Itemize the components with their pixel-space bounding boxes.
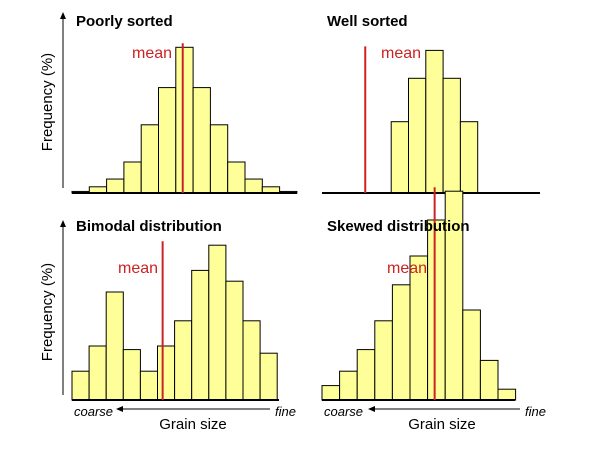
panel-title: Skewed distribution (327, 218, 470, 235)
histogram-bar (192, 87, 211, 194)
panel-bimodal: Bimodal distribution mean Frequency (%) coa… (39, 218, 296, 433)
histogram-bar (442, 77, 461, 194)
y-axis-arrowhead (60, 12, 66, 19)
x-axis-arrowhead (116, 406, 123, 412)
panel-skewed: Skewed distribution mean coarse fine Grain s… (321, 187, 546, 433)
x-axis-arrowhead (368, 406, 375, 412)
panel-poorly-sorted: Poorly sorted mean Frequency (%) (39, 12, 298, 194)
panel-title: Well sorted (327, 13, 408, 30)
histogram-bar (174, 320, 193, 401)
histogram-bar (191, 269, 210, 401)
histogram-bar (123, 161, 142, 194)
histogram-bar (409, 255, 429, 401)
panel-well-sorted: Well sorted mean (322, 13, 540, 194)
histogram-bar (374, 320, 393, 401)
histogram-bar (105, 291, 124, 401)
x-axis-coarse-label: coarse (74, 404, 113, 419)
histogram-bar (425, 49, 444, 194)
x-axis-fine-label: fine (275, 404, 296, 419)
histogram-bar (227, 161, 246, 194)
y-axis-arrowhead (60, 220, 66, 227)
y-axis-label: Frequency (%) (39, 53, 56, 151)
histogram-bar (158, 87, 177, 194)
histogram-bar (497, 388, 517, 401)
histogram-bar (427, 219, 446, 401)
histogram-bar (122, 349, 141, 401)
histogram-bar (244, 178, 263, 194)
mean-label: mean (387, 260, 427, 277)
mean-label: mean (381, 45, 421, 62)
histogram-bar (140, 124, 159, 194)
mean-label: mean (118, 260, 158, 277)
histogram-bar (390, 121, 410, 194)
x-axis-label: Grain size (408, 416, 476, 433)
histogram-bar (459, 121, 479, 194)
histogram-bar (356, 349, 376, 401)
histogram-bar (408, 77, 427, 194)
y-axis-label: Frequency (%) (39, 263, 56, 361)
histogram-bar (175, 46, 194, 194)
histogram-bar (242, 320, 261, 401)
x-axis-label: Grain size (159, 416, 227, 433)
panel-title: Bimodal distribution (76, 218, 222, 235)
histogram-bar (225, 280, 244, 401)
x-axis-coarse-label: coarse (324, 404, 363, 419)
histogram-bar (259, 352, 278, 401)
panel-title: Poorly sorted (76, 13, 173, 30)
histogram-bar (391, 284, 411, 401)
histogram-bar (462, 309, 481, 401)
histogram-bar (106, 178, 125, 194)
histogram-bar (479, 359, 499, 401)
histogram-bar (71, 370, 90, 401)
histogram-bar (209, 124, 229, 194)
mean-label: mean (132, 45, 172, 62)
histogram-bar (339, 370, 358, 401)
histogram-bar (208, 244, 227, 401)
x-axis-fine-label: fine (525, 404, 546, 419)
histogram-bar (139, 370, 158, 401)
histogram-bar (321, 385, 341, 401)
histogram-bar (157, 345, 176, 401)
histogram-bar (88, 345, 107, 401)
